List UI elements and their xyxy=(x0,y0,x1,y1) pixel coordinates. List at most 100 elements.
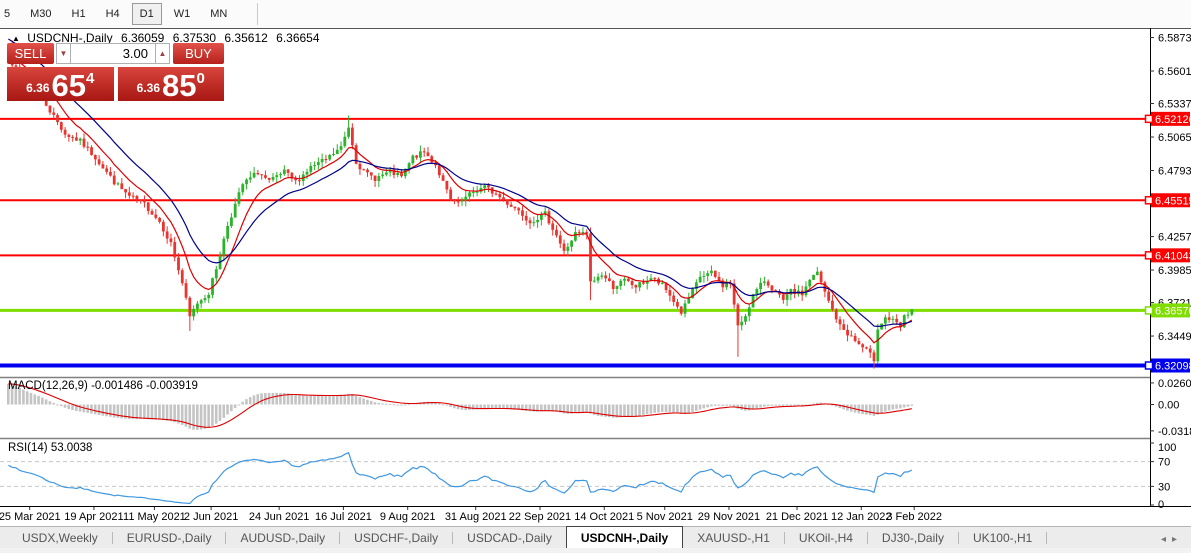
rsi-line xyxy=(8,451,913,505)
macd-label: MACD(12,26,9) -0.001486 -0.003919 xyxy=(8,380,198,392)
ma-slow-line xyxy=(8,38,912,328)
svg-text:9 Aug 2021: 9 Aug 2021 xyxy=(380,511,436,523)
tab-separator xyxy=(452,532,454,544)
chart-tabs: USDX,Weekly EURUSD-,Daily AUDUSD-,Daily … xyxy=(0,526,1191,549)
sell-button[interactable]: SELL xyxy=(7,43,54,64)
svg-text:12 Jan 2022: 12 Jan 2022 xyxy=(831,511,892,523)
tab-usdchf-daily[interactable]: USDCHF-,Daily xyxy=(354,531,439,545)
tab-eurusd-daily[interactable]: EURUSD-,Daily xyxy=(126,531,212,545)
timeframe-w1-button[interactable]: W1 xyxy=(173,8,191,20)
tab-ukoil-h4[interactable]: UKOil-,H4 xyxy=(798,531,853,545)
horizontal-level-lines xyxy=(0,117,1150,368)
svg-text:6.42570: 6.42570 xyxy=(1158,232,1191,244)
tab-uk100-h1[interactable]: UK100-,H1 xyxy=(972,531,1033,545)
timeframe-d1-button[interactable]: D1 xyxy=(131,3,162,25)
sell-price-prefix: 6.36 xyxy=(26,81,50,95)
svg-text:5 Nov 2021: 5 Nov 2021 xyxy=(637,511,693,523)
svg-text:-0.031872: -0.031872 xyxy=(1158,426,1191,438)
indicator-labels: MACD(12,26,9) -0.001486 -0.003919 RSI(14)… xyxy=(8,380,198,454)
tab-separator xyxy=(783,532,785,544)
buy-price-prefix: 6.36 xyxy=(136,81,161,95)
svg-text:6.56010: 6.56010 xyxy=(1158,66,1191,78)
svg-text:2 Jun 2021: 2 Jun 2021 xyxy=(184,511,238,523)
tab-dj30-daily[interactable]: DJ30-,Daily xyxy=(881,531,944,545)
svg-text:21 Dec 2021: 21 Dec 2021 xyxy=(766,511,828,523)
quote-low: 6.35612 xyxy=(224,31,268,45)
buy-price-panel[interactable]: 6.36 85 0 xyxy=(117,67,224,103)
quote-close: 6.36654 xyxy=(276,31,320,45)
svg-text:6.47930: 6.47930 xyxy=(1158,166,1191,178)
svg-text:29 Nov 2021: 29 Nov 2021 xyxy=(698,511,760,523)
timeframe-h4-button[interactable]: H4 xyxy=(105,8,120,20)
tab-audusd-daily[interactable]: AUDUSD-,Daily xyxy=(240,531,326,545)
svg-text:6.36570: 6.36570 xyxy=(1155,305,1191,317)
sell-price-panel[interactable]: 6.36 65 4 xyxy=(7,67,114,101)
collapse-triangle-icon[interactable]: ▲ xyxy=(12,34,20,43)
timeframe-mn-button[interactable]: MN xyxy=(210,8,228,20)
svg-text:6.52126: 6.52126 xyxy=(1155,114,1191,126)
timeframe-m30-button[interactable]: M30 xyxy=(30,8,52,20)
quote-open: 6.36059 xyxy=(120,31,165,45)
svg-text:6.39850: 6.39850 xyxy=(1158,265,1191,277)
svg-text:25 Mar 2021: 25 Mar 2021 xyxy=(0,511,61,523)
tab-separator xyxy=(339,532,341,544)
rsi-pane xyxy=(0,461,1150,487)
tab-scroll-right-icon: ▸ xyxy=(1171,534,1183,545)
tab-scroll-left-icon: ◂ xyxy=(1160,534,1172,545)
tab-xauusd-h1[interactable]: XAUUSD-,H1 xyxy=(697,531,770,545)
volume-increase-button[interactable]: ▲ xyxy=(155,43,170,64)
svg-text:70: 70 xyxy=(1158,457,1170,469)
sell-price-pip: 4 xyxy=(86,70,95,87)
svg-text:6.50650: 6.50650 xyxy=(1158,132,1191,144)
volume-decrease-button[interactable]: ▼ xyxy=(56,43,71,64)
rsi-label: RSI(14) 53.0038 xyxy=(8,442,92,454)
svg-text:6.41043: 6.41043 xyxy=(1155,250,1191,262)
buy-price-big: 85 xyxy=(162,68,197,103)
toolbar-separator xyxy=(257,3,259,25)
tab-usdcad-daily[interactable]: USDCAD-,Daily xyxy=(467,531,552,545)
trade-prices-row: 6.36 65 4 6.36 85 0 xyxy=(7,67,224,101)
buy-button[interactable]: BUY xyxy=(173,43,224,64)
one-click-trading-panel: SELL ▼ 3.00 ▲ BUY 6.36 65 4 6.36 85 0 xyxy=(7,43,224,101)
timeframe-h1-button[interactable]: H1 xyxy=(71,8,86,20)
svg-text:100: 100 xyxy=(1158,442,1176,454)
volume-input[interactable]: 3.00 xyxy=(71,43,155,64)
svg-text:6.53370: 6.53370 xyxy=(1158,99,1191,111)
svg-text:14 Oct 2021: 14 Oct 2021 xyxy=(574,511,634,523)
tab-separator xyxy=(1046,532,1048,544)
ma-fast-line xyxy=(8,54,913,344)
svg-text:16 Jul 2021: 16 Jul 2021 xyxy=(315,511,372,523)
timeframe-m5-button[interactable]: 5 xyxy=(4,8,11,20)
sell-price-big: 65 xyxy=(51,68,86,103)
status-strip xyxy=(0,548,1191,553)
tab-usdx-weekly[interactable]: USDX,Weekly xyxy=(22,531,98,545)
svg-text:24 Jun 2021: 24 Jun 2021 xyxy=(249,511,310,523)
trade-controls-row: SELL ▼ 3.00 ▲ BUY xyxy=(7,43,224,64)
tab-separator xyxy=(111,532,113,544)
quote-high: 6.37530 xyxy=(172,31,217,45)
svg-text:30: 30 xyxy=(1158,481,1170,493)
svg-text:6.58730: 6.58730 xyxy=(1158,33,1191,45)
tab-usdcnh-daily[interactable]: USDCNH-,Daily xyxy=(565,526,684,549)
svg-text:0: 0 xyxy=(1158,499,1164,511)
buy-price-pip: 0 xyxy=(196,70,205,87)
svg-text:22 Sep 2021: 22 Sep 2021 xyxy=(509,511,571,523)
tab-separator xyxy=(225,532,227,544)
svg-text:0.00: 0.00 xyxy=(1158,400,1179,412)
svg-text:0.02607: 0.02607 xyxy=(1158,378,1191,390)
svg-text:6.45515: 6.45515 xyxy=(1155,195,1191,207)
tab-separator xyxy=(866,532,868,544)
symbol-period-label: USDCNH-,Daily xyxy=(27,31,113,45)
macd-histogram xyxy=(7,383,914,430)
svg-text:31 Aug 2021: 31 Aug 2021 xyxy=(445,511,507,523)
macd-signal-line xyxy=(8,383,912,428)
price-level-badges: 6.52126 6.45515 6.41043 6.36570 6.32098 xyxy=(1144,111,1191,373)
svg-text:6.32098: 6.32098 xyxy=(1155,361,1191,373)
svg-text:19 Apr 2021: 19 Apr 2021 xyxy=(64,511,123,523)
chart-title: ▲ USDCNH-,Daily 6.36059 6.37530 6.35612 … xyxy=(12,31,320,45)
tab-scroll-arrows[interactable]: ◂▸ xyxy=(1161,534,1183,545)
